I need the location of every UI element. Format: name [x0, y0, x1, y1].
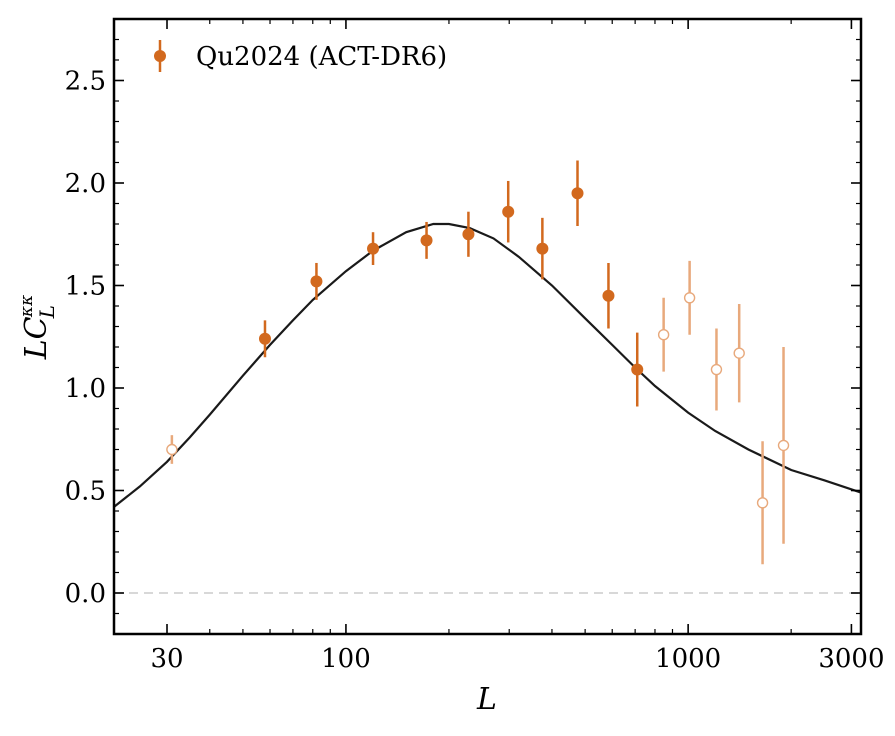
open-point-4 — [733, 303, 745, 403]
y-tick-label: 2.5 — [65, 67, 106, 97]
y-tick-label: 0.0 — [65, 579, 106, 609]
y-axis-label-sub: L — [35, 305, 59, 319]
y-axis-label-sup: κκ — [17, 295, 37, 318]
point-marker — [756, 497, 769, 509]
x-axis-label: L — [476, 682, 497, 717]
point-marker — [502, 205, 515, 218]
theory-curve — [113, 222, 862, 508]
point-marker — [258, 332, 271, 345]
point-marker — [657, 329, 670, 341]
data-point-9 — [631, 332, 644, 407]
open-point-0 — [166, 435, 178, 464]
legend: Qu2024 (ACT-DR6) — [154, 40, 447, 72]
point-marker — [683, 292, 696, 304]
point-marker — [367, 242, 380, 255]
legend-marker — [154, 50, 166, 62]
open-point-2 — [683, 260, 696, 335]
y-tick-label: 2.0 — [65, 169, 106, 199]
point-marker — [420, 234, 433, 247]
x-tick-label: 1000 — [655, 644, 721, 674]
y-tick-label: 1.5 — [65, 272, 106, 302]
data-point-5 — [502, 180, 515, 243]
data-point-8 — [602, 262, 615, 329]
point-marker — [571, 187, 584, 200]
svg-text:LCLκκ: LCLκκ — [17, 295, 59, 360]
point-marker — [602, 289, 615, 302]
data-point-3 — [420, 221, 433, 259]
curve-layer — [113, 222, 862, 508]
x-tick-label: 3000 — [818, 644, 884, 674]
y-axis-label-main: LC — [19, 316, 54, 360]
x-ticks-layer: 30 100 1000 3000 — [150, 19, 884, 674]
x-tick-label: 30 — [150, 644, 183, 674]
point-marker — [710, 363, 723, 376]
plot-background — [114, 19, 861, 634]
data-point-0 — [258, 320, 271, 358]
open-point-3 — [710, 328, 723, 411]
y-ticks-layer: 0.0 0.5 1.0 1.5 2.0 2.5 — [65, 38, 861, 615]
point-marker — [733, 347, 745, 359]
y-tick-label: 1.0 — [65, 374, 106, 404]
x-tick-label: 100 — [321, 644, 371, 674]
open-point-6 — [777, 347, 790, 544]
point-marker — [631, 363, 644, 376]
y-tick-label: 0.5 — [65, 477, 106, 507]
point-marker — [462, 228, 475, 241]
data-point-2 — [367, 232, 380, 265]
open-point-5 — [756, 441, 769, 565]
data-point-7 — [571, 160, 584, 227]
data-point-1 — [310, 262, 323, 300]
open-point-1 — [657, 297, 670, 372]
data-point-4 — [462, 211, 475, 257]
y-axis-label: LCLκκ — [17, 295, 59, 360]
point-marker — [166, 443, 178, 456]
points-layer — [166, 160, 790, 565]
point-marker — [777, 439, 790, 452]
data-point-6 — [536, 217, 549, 280]
point-marker — [536, 242, 549, 255]
point-marker — [310, 275, 323, 288]
legend-label: Qu2024 (ACT-DR6) — [196, 42, 447, 72]
